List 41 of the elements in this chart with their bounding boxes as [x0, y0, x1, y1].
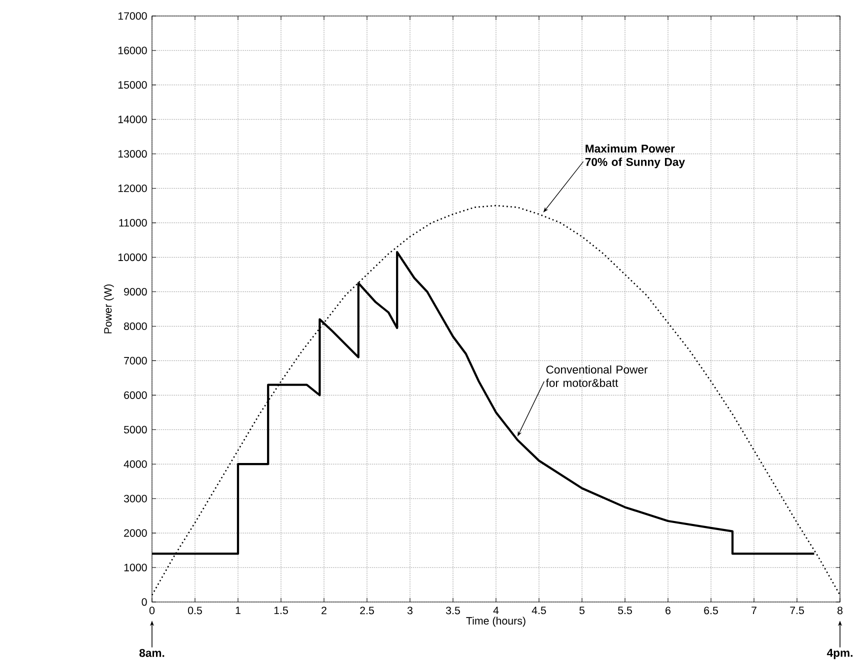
y-axis-title: Power (W): [104, 284, 114, 334]
text: 4pm.: [826, 648, 852, 660]
x-tick-label: 3.5: [446, 606, 460, 614]
y-tick-label: 0: [142, 598, 147, 606]
x-tick-label: 6: [666, 606, 670, 614]
x-tick-label: 6.5: [704, 606, 718, 614]
x-tick-label: 2: [322, 606, 326, 614]
x-tick-label: 5: [579, 606, 585, 614]
y-tick-label: 4000: [124, 460, 147, 468]
y-tick-label: 3000: [124, 494, 147, 502]
y-tick-label: 15000: [118, 81, 147, 89]
y-tick-label: 5000: [124, 426, 147, 434]
y-tick-label: 9000: [124, 288, 147, 296]
annotation: Conventional Power for motor&batt: [546, 365, 648, 387]
x-tick-label: 4: [493, 606, 499, 614]
x-tick-label: 7.5: [790, 606, 804, 614]
y-tick-label: 10000: [118, 254, 147, 262]
y-tick-label: 14000: [118, 116, 147, 124]
y-tick-label: 11000: [119, 219, 147, 227]
x-tick-label: 4.5: [532, 606, 546, 614]
y-tick-label: 8000: [124, 322, 147, 330]
y-tick-label: 2000: [124, 529, 147, 537]
y-tick-label: 13000: [118, 150, 147, 158]
text: 8am.: [139, 648, 164, 657]
x-axis-title: Time (hours): [466, 616, 526, 627]
y-tick-label: 17000: [118, 12, 147, 20]
x-tick-label: 0.5: [188, 606, 202, 614]
x-tick-label: 2.5: [360, 606, 374, 614]
x-tick-label: 5.5: [618, 606, 632, 614]
x-tick-label: 8: [838, 606, 842, 614]
x-tick-label: 7: [752, 606, 756, 614]
x-tick-label: 0: [149, 606, 155, 614]
x-tick-label: 1.5: [274, 606, 288, 614]
y-tick-label: 1000: [124, 564, 147, 572]
y-tick-label: 6000: [124, 391, 147, 399]
y-tick-label: 7000: [124, 356, 147, 364]
y-tick-label: 12000: [118, 184, 147, 192]
y-tick-label: 16000: [118, 46, 147, 54]
x-tick-label: 3: [407, 606, 412, 614]
x-tick-label: 1: [236, 606, 240, 614]
annotation: Maximum Power 70% of Sunny Day: [585, 144, 685, 168]
